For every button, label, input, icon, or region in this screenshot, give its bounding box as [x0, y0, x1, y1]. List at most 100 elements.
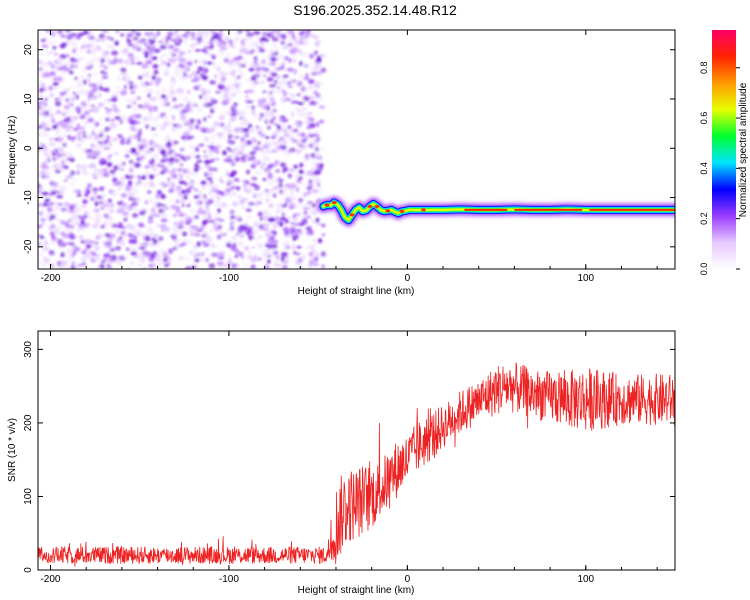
noise-speck: [230, 186, 237, 189]
noise-speck: [272, 250, 279, 256]
noise-speck: [101, 30, 109, 33]
noise-speck: [217, 84, 223, 89]
noise-speck: [128, 196, 134, 201]
noise-speck: [126, 266, 131, 269]
noise-speck: [152, 251, 158, 255]
noise-speck: [300, 138, 307, 144]
noise-speck: [292, 35, 296, 41]
noise-speck: [94, 241, 99, 245]
noise-speck: [85, 223, 90, 229]
noise-speck: [78, 190, 81, 194]
noise-speck: [142, 49, 147, 53]
noise-speck: [312, 243, 319, 248]
noise-speck: [201, 196, 206, 200]
noise-speck: [222, 46, 227, 51]
noise-speck: [172, 224, 179, 229]
noise-speck: [296, 131, 300, 136]
noise-speck: [217, 208, 221, 214]
noise-speck: [84, 239, 91, 242]
noise-speck: [40, 210, 44, 213]
noise-speck: [169, 45, 174, 49]
noise-speck: [119, 71, 125, 77]
noise-speck: [239, 48, 245, 54]
noise-speck: [82, 214, 89, 219]
noise-speck: [271, 37, 279, 42]
noise-speck: [240, 255, 245, 259]
noise-speck: [140, 83, 147, 89]
noise-speck: [315, 101, 319, 104]
noise-speck: [52, 169, 59, 172]
noise-speck: [38, 59, 42, 64]
noise-speck: [189, 181, 196, 186]
noise-speck: [226, 243, 232, 248]
snr-frame: [37, 330, 676, 571]
noise-speck: [181, 108, 189, 114]
noise-speck: [274, 132, 277, 138]
noise-speck: [100, 225, 106, 229]
noise-speck: [237, 75, 241, 79]
noise-speck: [88, 82, 94, 88]
noise-speck: [315, 146, 319, 152]
noise-speck: [138, 246, 146, 250]
snr-series: [38, 362, 675, 567]
noise-speck: [125, 137, 129, 143]
snr-xlabel: Height of straight line (km): [298, 585, 415, 596]
noise-speck: [38, 183, 41, 188]
noise-speck: [213, 106, 219, 110]
noise-speck: [165, 35, 172, 41]
noise-speck: [175, 185, 182, 191]
noise-speck: [90, 143, 95, 149]
noise-speck: [132, 238, 138, 245]
noise-speck: [71, 215, 78, 222]
noise-speck: [75, 94, 79, 100]
noise-speck: [83, 252, 90, 259]
noise-speck: [191, 104, 195, 108]
noise-speck: [113, 165, 120, 171]
noise-speck: [110, 37, 114, 41]
noise-speck: [293, 205, 298, 208]
noise-speck: [257, 243, 263, 249]
noise-speck: [145, 76, 152, 81]
noise-speck: [308, 79, 315, 85]
noise-speck: [249, 152, 253, 156]
noise-speck: [89, 240, 95, 244]
noise-speck: [152, 145, 159, 149]
noise-speck: [53, 154, 60, 160]
y-tick-label: 0: [23, 145, 34, 151]
noise-speck: [234, 254, 238, 258]
noise-speck: [144, 53, 149, 58]
noise-speck: [271, 149, 276, 153]
noise-speck: [69, 154, 74, 160]
noise-speck: [39, 148, 44, 152]
signal-peak: [399, 209, 405, 213]
noise-speck: [156, 32, 160, 36]
noise-speck: [200, 88, 207, 93]
noise-speck: [244, 30, 251, 33]
noise-speck: [99, 37, 106, 42]
noise-speck: [261, 161, 267, 166]
noise-speck: [168, 159, 175, 163]
noise-speck: [92, 72, 99, 76]
noise-speck: [116, 237, 121, 243]
noise-speck: [44, 74, 52, 78]
noise-speck: [121, 114, 128, 121]
noise-speck: [211, 134, 215, 140]
noise-speck: [98, 117, 103, 121]
noise-speck: [219, 30, 223, 33]
noise-speck: [148, 174, 155, 180]
noise-speck: [98, 102, 102, 108]
noise-speck: [294, 80, 301, 85]
noise-speck: [214, 149, 220, 154]
noise-speck: [80, 219, 85, 225]
noise-speck: [271, 186, 277, 191]
noise-speck: [49, 180, 55, 186]
noise-speck: [38, 261, 42, 264]
noise-speck: [204, 201, 211, 204]
signal-peak: [349, 213, 355, 217]
noise-speck: [74, 76, 78, 80]
noise-speck: [133, 37, 139, 40]
noise-speck: [204, 33, 209, 38]
noise-speck: [203, 136, 210, 142]
noise-speck: [237, 30, 243, 34]
noise-speck: [48, 209, 54, 215]
